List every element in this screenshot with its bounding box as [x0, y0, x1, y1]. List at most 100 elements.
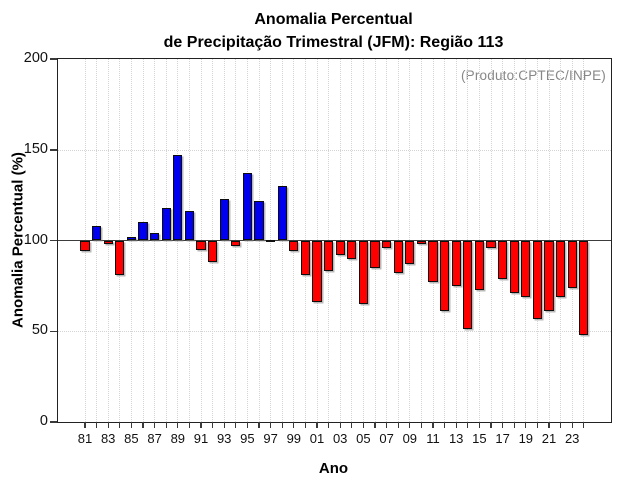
- x-tick-mark: [385, 422, 388, 428]
- bar: [231, 240, 241, 246]
- bar: [277, 186, 287, 241]
- x-tick-label: 89: [170, 431, 186, 446]
- bar: [532, 240, 543, 319]
- bar: [474, 240, 485, 290]
- x-tick-mark: [478, 422, 481, 428]
- bar: [463, 240, 473, 330]
- source-annotation: (Produto:CPTEC/INPE): [460, 68, 606, 83]
- baseline-100pct: [58, 239, 611, 242]
- bar: [184, 211, 195, 241]
- y-tick-label: 150: [23, 140, 48, 157]
- bar: [428, 240, 438, 283]
- x-tick-mark: [374, 422, 376, 428]
- x-tick-label: 21: [541, 431, 557, 446]
- x-tick-mark: [235, 422, 237, 428]
- x-tick-mark: [200, 422, 202, 428]
- x-tick-label: 91: [193, 431, 209, 446]
- x-tick-label: 01: [309, 431, 325, 446]
- x-tick-mark: [432, 422, 434, 428]
- x-axis-title: Ano: [318, 460, 349, 477]
- bar: [300, 240, 311, 275]
- x-tick-mark: [258, 422, 260, 428]
- bar: [393, 240, 403, 274]
- y-tick-mark: [50, 149, 57, 151]
- chart-title: Anomalia Percentual de Precipitação Trim…: [0, 8, 640, 54]
- y-tick-mark: [50, 421, 57, 423]
- bar: [115, 240, 125, 275]
- x-tick-mark: [525, 422, 527, 428]
- bar: [544, 240, 554, 312]
- y-tick-mark: [50, 330, 57, 332]
- bar: [103, 240, 113, 245]
- x-tick-mark: [339, 422, 341, 428]
- x-tick-mark: [443, 422, 446, 428]
- x-tick-mark: [119, 422, 121, 428]
- x-tick-mark: [362, 422, 365, 428]
- bar: [265, 239, 276, 242]
- bar: [567, 240, 577, 288]
- bar: [207, 240, 218, 263]
- x-tick-mark: [177, 422, 179, 428]
- horizontal-gridline: [58, 331, 611, 333]
- bar: [416, 240, 427, 245]
- horizontal-gridline: [58, 149, 611, 151]
- x-tick-mark: [490, 422, 492, 428]
- bar: [451, 240, 461, 286]
- x-tick-mark: [304, 422, 307, 428]
- x-tick-mark: [316, 422, 318, 428]
- x-tick-mark: [467, 422, 469, 428]
- bar: [242, 173, 253, 241]
- x-tick-label: 99: [286, 431, 302, 446]
- bar: [312, 240, 322, 303]
- x-tick-label: 17: [495, 431, 510, 446]
- x-tick-mark: [211, 422, 214, 428]
- x-tick-mark: [501, 422, 504, 428]
- y-tick-label: 100: [23, 231, 48, 248]
- bar: [370, 240, 380, 268]
- bar: [161, 207, 171, 241]
- bar: [521, 240, 531, 297]
- x-tick-label: 95: [240, 431, 255, 446]
- x-tick-mark: [246, 422, 249, 428]
- x-tick-mark: [223, 422, 225, 428]
- x-tick-mark: [455, 422, 457, 428]
- bar: [405, 240, 415, 265]
- x-tick-label: 87: [147, 431, 162, 446]
- bar: [323, 240, 334, 272]
- bar: [289, 240, 299, 252]
- bar: [555, 240, 566, 297]
- bar: [91, 225, 102, 241]
- x-tick-mark: [409, 422, 411, 428]
- x-tick-mark: [536, 422, 539, 428]
- y-tick-mark: [50, 58, 57, 60]
- x-tick-label: 05: [356, 431, 371, 446]
- x-tick-label: 85: [124, 431, 139, 446]
- bar: [196, 240, 206, 250]
- bar: [579, 240, 589, 335]
- x-tick-mark: [188, 422, 191, 428]
- bar: [335, 240, 345, 256]
- x-tick-mark: [95, 422, 98, 428]
- x-tick-label: 07: [379, 431, 394, 446]
- x-tick-mark: [583, 422, 585, 428]
- x-tick-label: 09: [402, 431, 418, 446]
- x-tick-label: 23: [564, 431, 580, 446]
- y-tick-mark: [50, 239, 57, 242]
- x-tick-mark: [130, 422, 133, 428]
- x-tick-mark: [165, 422, 167, 428]
- x-tick-label: 13: [448, 431, 464, 446]
- x-tick-mark: [351, 422, 353, 428]
- bar: [138, 222, 148, 241]
- x-tick-mark: [548, 422, 550, 428]
- x-tick-mark: [293, 422, 295, 428]
- bar: [347, 240, 357, 259]
- x-tick-mark: [269, 422, 272, 428]
- x-tick-mark: [513, 422, 515, 428]
- x-tick-mark: [107, 422, 109, 428]
- bar: [358, 240, 369, 305]
- bar: [509, 240, 519, 294]
- bar: [173, 155, 183, 241]
- bar: [439, 240, 450, 312]
- x-tick-mark: [559, 422, 562, 428]
